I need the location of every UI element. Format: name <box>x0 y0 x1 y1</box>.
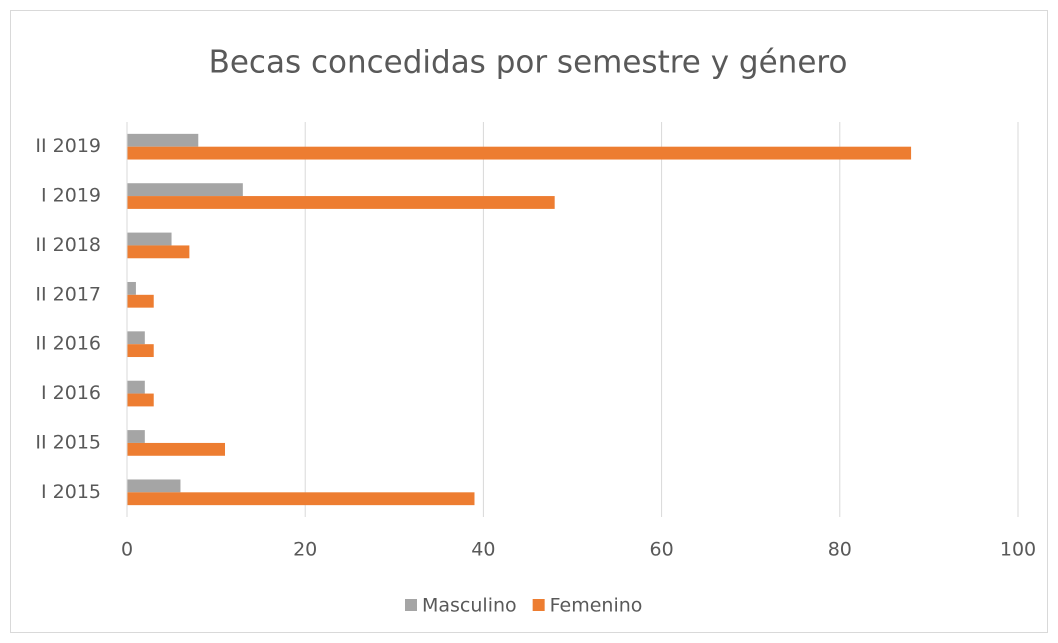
x-tick-label: 80 <box>828 539 852 561</box>
bar <box>127 281 136 295</box>
bar <box>127 492 475 506</box>
y-tick-label: II 2016 <box>35 333 101 355</box>
legend-swatch <box>405 599 417 611</box>
bar <box>127 344 154 358</box>
y-tick-label: II 2019 <box>35 135 101 157</box>
bar <box>127 393 154 407</box>
x-tick-label: 100 <box>1000 539 1036 561</box>
chart-border <box>10 10 1048 633</box>
bar <box>127 196 555 209</box>
y-tick-label: I 2016 <box>41 382 101 404</box>
x-tick-label: 60 <box>650 539 674 561</box>
chart-title: Becas concedidas por semestre y género <box>209 45 848 81</box>
bar <box>127 294 154 308</box>
legend-swatch <box>532 599 545 611</box>
y-tick-label: II 2017 <box>35 283 101 305</box>
y-tick-label: II 2018 <box>35 234 101 256</box>
y-tick-label: I 2015 <box>41 481 101 503</box>
bar <box>127 232 172 246</box>
bar <box>127 442 226 456</box>
legend-label: Femenino <box>550 595 643 617</box>
x-tick-label: 20 <box>293 539 317 561</box>
bar <box>127 133 199 147</box>
bar <box>127 146 912 160</box>
bar <box>127 183 243 197</box>
y-tick-label: I 2019 <box>41 185 101 207</box>
x-tick-label: 40 <box>471 539 495 561</box>
bar <box>127 380 145 394</box>
bar <box>127 430 145 443</box>
bar <box>127 245 190 259</box>
bar <box>127 331 145 345</box>
bar <box>127 479 181 493</box>
y-tick-label: II 2015 <box>35 431 101 453</box>
x-tick-label: 0 <box>121 539 133 561</box>
legend-label: Masculino <box>422 595 517 617</box>
